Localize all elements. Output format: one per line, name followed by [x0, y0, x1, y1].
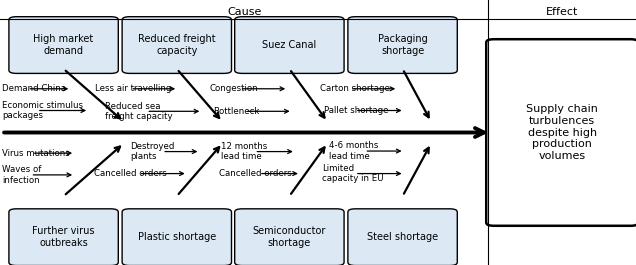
- Text: Suez Canal: Suez Canal: [262, 40, 317, 50]
- Text: Congestion: Congestion: [210, 84, 258, 93]
- FancyBboxPatch shape: [348, 209, 457, 265]
- Text: Plastic shortage: Plastic shortage: [137, 232, 216, 242]
- Text: Demand China: Demand China: [2, 84, 66, 93]
- Text: Cancelled orders: Cancelled orders: [94, 169, 167, 178]
- Text: Reduced sea
freight capacity: Reduced sea freight capacity: [105, 101, 172, 121]
- Text: 12 months
lead time: 12 months lead time: [221, 142, 268, 161]
- Text: Cancelled orders: Cancelled orders: [219, 169, 292, 178]
- Text: Pallet shortage: Pallet shortage: [324, 106, 389, 115]
- Text: Bottleneck: Bottleneck: [213, 107, 259, 116]
- Text: Limited
capacity in EU: Limited capacity in EU: [322, 164, 384, 183]
- FancyBboxPatch shape: [348, 17, 457, 73]
- FancyBboxPatch shape: [9, 17, 118, 73]
- Text: Virus mutations: Virus mutations: [2, 149, 70, 158]
- Text: Further virus
outbreaks: Further virus outbreaks: [32, 226, 95, 248]
- FancyBboxPatch shape: [122, 209, 232, 265]
- Text: High market
demand: High market demand: [34, 34, 93, 56]
- FancyBboxPatch shape: [122, 17, 232, 73]
- Text: Semiconductor
shortage: Semiconductor shortage: [252, 226, 326, 248]
- Text: Effect: Effect: [546, 7, 578, 17]
- Text: Steel shortage: Steel shortage: [367, 232, 438, 242]
- FancyBboxPatch shape: [486, 39, 636, 226]
- Text: Economic stimulus
packages: Economic stimulus packages: [2, 101, 83, 120]
- Text: 4-6 months
lead time: 4-6 months lead time: [329, 141, 379, 161]
- Text: Less air travelling: Less air travelling: [95, 84, 172, 93]
- FancyBboxPatch shape: [235, 17, 344, 73]
- Text: Reduced freight
capacity: Reduced freight capacity: [138, 34, 216, 56]
- Text: Waves of
infection: Waves of infection: [2, 165, 41, 185]
- Text: Carton shortage: Carton shortage: [320, 84, 390, 93]
- FancyBboxPatch shape: [235, 209, 344, 265]
- Text: Packaging
shortage: Packaging shortage: [378, 34, 427, 56]
- Text: Supply chain
turbulences
despite high
production
volumes: Supply chain turbulences despite high pr…: [526, 104, 598, 161]
- Text: Cause: Cause: [227, 7, 261, 17]
- FancyBboxPatch shape: [9, 209, 118, 265]
- Text: Destroyed
plants: Destroyed plants: [130, 142, 175, 161]
